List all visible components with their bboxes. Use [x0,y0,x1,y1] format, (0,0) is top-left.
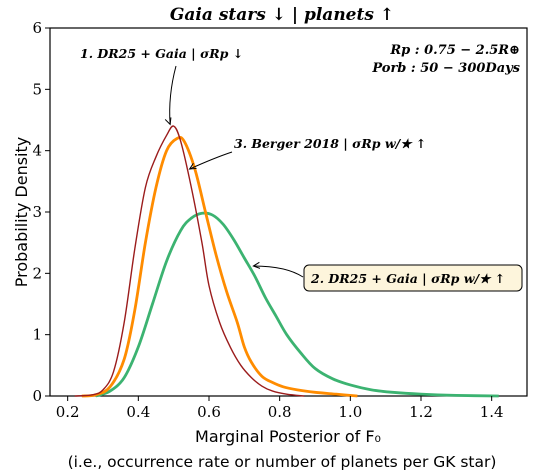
y-tick-label: 5 [32,80,42,98]
series-layer [74,125,499,398]
arrow-berger-2018 [189,151,233,170]
x-tick-label: 0.8 [268,403,292,421]
x-tick-label: 1.2 [409,403,433,421]
arrow-dr25-gaia-sigma-up-head [252,261,261,269]
chart-title: Gaia stars ↓ | planets ↑ [170,5,394,25]
period-range-label: Porb : 50 − 300Days [371,61,520,76]
annotation-box [303,264,523,292]
y-tick-label: 4 [32,142,42,160]
annotation-berger-2018: 3. Berger 2018 | σRp w/★ ↑ [234,136,426,151]
series-dr25-gaia-sigma-down [74,125,305,397]
y-axis-label: Probability Density [12,137,31,288]
series-berger-2018 [81,135,358,398]
arrow-dr25-gaia-sigma-up [253,265,304,278]
arrow-dr25-gaia-sigma-down-head [164,117,172,126]
series-dr25-gaia-sigma-up [95,211,499,398]
x-axis-sublabel: (i.e., occurrence rate or number of plan… [68,453,497,471]
annotation-dr25-gaia-sigma-up: 2. DR25 + Gaia | σRp w/★ ↑ [310,271,505,286]
y-tick-label: 1 [32,326,42,344]
y-tick-label: 2 [32,264,42,282]
y-tick-label: 0 [32,387,42,405]
annotation-arrows [164,65,304,278]
y-tick-label: 3 [32,203,42,221]
x-tick-label: 0.6 [197,403,221,421]
x-axis-label: Marginal Posterior of F₀ [195,427,381,446]
x-ticks: 0.2 0.4 0.6 0.8 1.0 1.2 1.4 [56,396,504,421]
x-tick-label: 0.2 [56,403,80,421]
x-tick-label: 1.4 [480,403,504,421]
arrow-dr25-gaia-sigma-down [169,65,177,125]
y-ticks: 0 1 2 3 4 5 6 [32,19,50,405]
annotation-dr25-gaia-sigma-down: 1. DR25 + Gaia | σRp ↓ [80,46,243,61]
radius-range-label: Rp : 0.75 − 2.5R⊕ [389,43,520,58]
x-tick-label: 0.4 [126,403,150,421]
y-tick-label: 6 [32,19,42,37]
x-tick-label: 1.0 [338,403,362,421]
arrow-berger-2018-head [188,162,197,170]
